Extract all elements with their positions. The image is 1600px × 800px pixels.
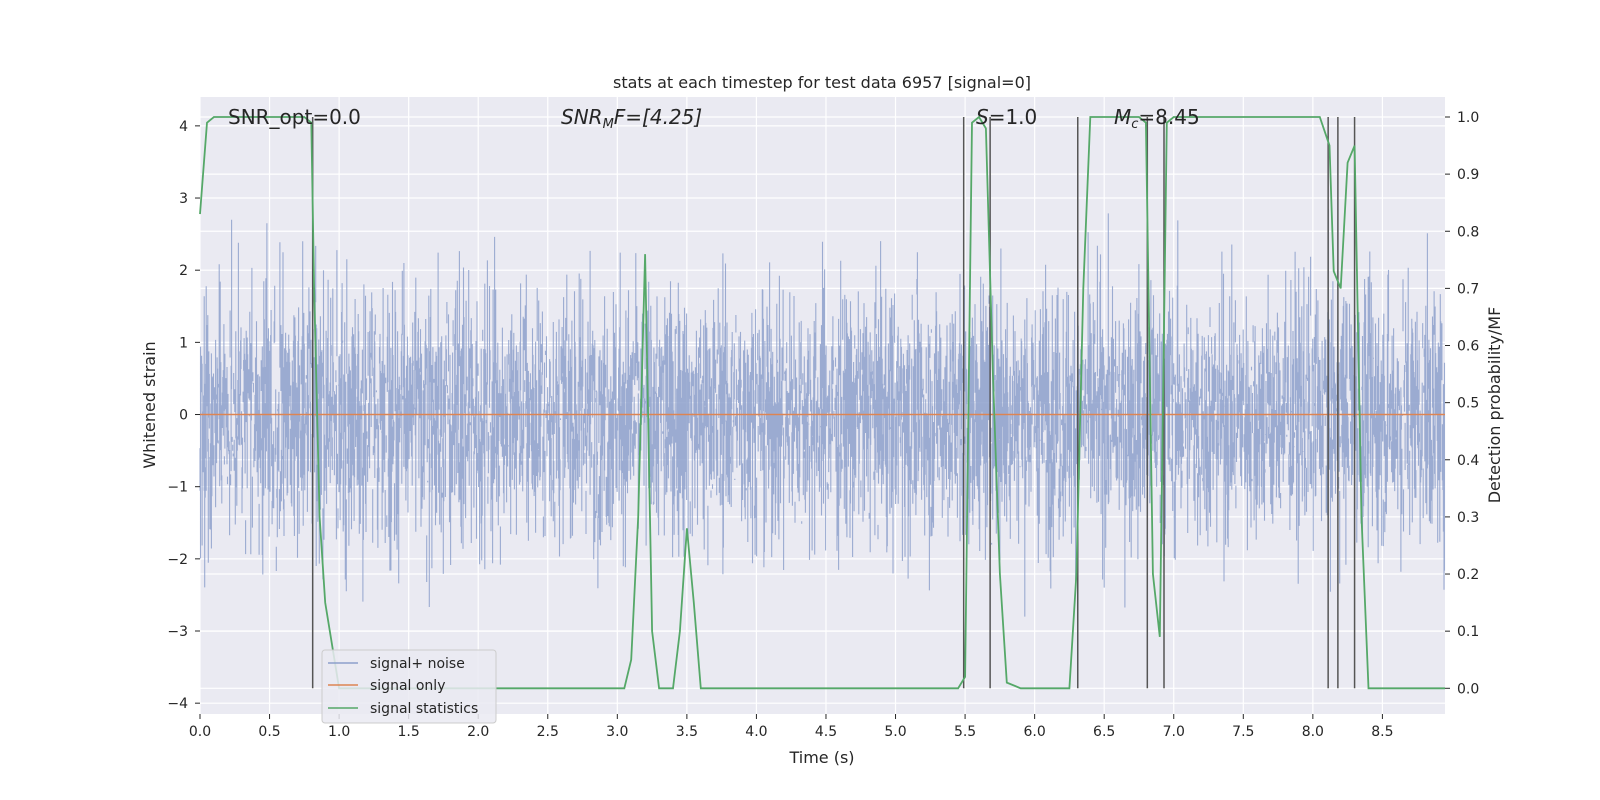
chart-title: stats at each timestep for test data 695… — [613, 73, 1031, 92]
legend-label-noise: signal+ noise — [370, 656, 465, 672]
y-tick-label: 4 — [179, 119, 188, 135]
annotation-snr-opt: SNR_opt=0.0 — [228, 105, 361, 129]
y-right-tick-label: 0.4 — [1457, 453, 1479, 469]
x-tick-label: 6.5 — [1093, 724, 1115, 740]
y-right-tick-label: 0.5 — [1457, 396, 1479, 412]
y-right-tick-label: 0.7 — [1457, 281, 1479, 297]
y-axis-ticks: 4 3 2 1 0 −1 −2 −3 −4 — [167, 119, 200, 712]
annotation-s: S=1.0 — [976, 105, 1037, 129]
x-tick-label: 4.0 — [745, 724, 767, 740]
annotation-mc: Mc=8.45 — [1114, 105, 1200, 132]
y-axis-label: Whitened strain — [140, 341, 159, 468]
y-right-axis-label: Detection probability/MF — [1485, 307, 1504, 504]
y-tick-label: −4 — [167, 696, 188, 712]
x-tick-label: 6.0 — [1024, 724, 1046, 740]
y-tick-label: −2 — [167, 552, 188, 568]
x-axis-ticks: 0.0 0.5 1.0 1.5 2.0 2.5 3.0 3.5 4.0 4.5 5.0 5.5 6.0 6… — [189, 714, 1394, 740]
x-tick-label: 3.5 — [676, 724, 698, 740]
x-tick-label: 4.5 — [815, 724, 837, 740]
x-tick-label: 5.0 — [884, 724, 906, 740]
y-right-tick-label: 0.2 — [1457, 567, 1479, 583]
noise-series — [199, 209, 1446, 617]
y-right-axis-ticks: 1.0 0.9 0.8 0.7 0.6 0.5 0.4 0.3 0.2 0.1 0.0 — [1445, 110, 1479, 697]
signal-noise-trace — [199, 209, 1446, 617]
y-tick-label: 1 — [179, 335, 188, 351]
x-tick-label: 7.0 — [1163, 724, 1185, 740]
x-tick-label: 7.5 — [1232, 724, 1254, 740]
legend-box — [321, 649, 497, 724]
annotation-snr-mf: SNRMF=[4.25] — [561, 105, 702, 132]
y-tick-label: 0 — [179, 408, 188, 424]
y-right-tick-label: 0.6 — [1457, 339, 1479, 355]
y-right-tick-label: 0.0 — [1457, 681, 1479, 697]
x-tick-label: 3.0 — [606, 724, 628, 740]
x-tick-label: 0.0 — [189, 724, 211, 740]
x-tick-label: 1.0 — [328, 724, 350, 740]
y-tick-label: 3 — [179, 191, 188, 207]
y-right-tick-label: 0.9 — [1457, 167, 1479, 183]
legend-label-signal: signal only — [370, 678, 445, 694]
y-tick-label: −1 — [167, 480, 188, 496]
x-axis-label: Time (s) — [788, 748, 854, 767]
x-tick-label: 8.0 — [1302, 724, 1324, 740]
legend-label-statistics: signal statistics — [370, 701, 478, 717]
y-tick-label: 2 — [179, 263, 188, 279]
x-tick-label: 0.5 — [258, 724, 280, 740]
legend: signal+ noise signal only signal statist… — [321, 649, 497, 724]
y-right-tick-label: 0.1 — [1457, 624, 1479, 640]
y-right-tick-label: 0.3 — [1457, 510, 1479, 526]
x-tick-label: 2.5 — [537, 724, 559, 740]
x-tick-label: 8.5 — [1371, 724, 1393, 740]
x-tick-label: 5.5 — [954, 724, 976, 740]
x-tick-label: 1.5 — [398, 724, 420, 740]
x-tick-label: 2.0 — [467, 724, 489, 740]
y-right-tick-label: 1.0 — [1457, 110, 1479, 126]
y-right-tick-label: 0.8 — [1457, 224, 1479, 240]
y-tick-label: −3 — [167, 624, 188, 640]
